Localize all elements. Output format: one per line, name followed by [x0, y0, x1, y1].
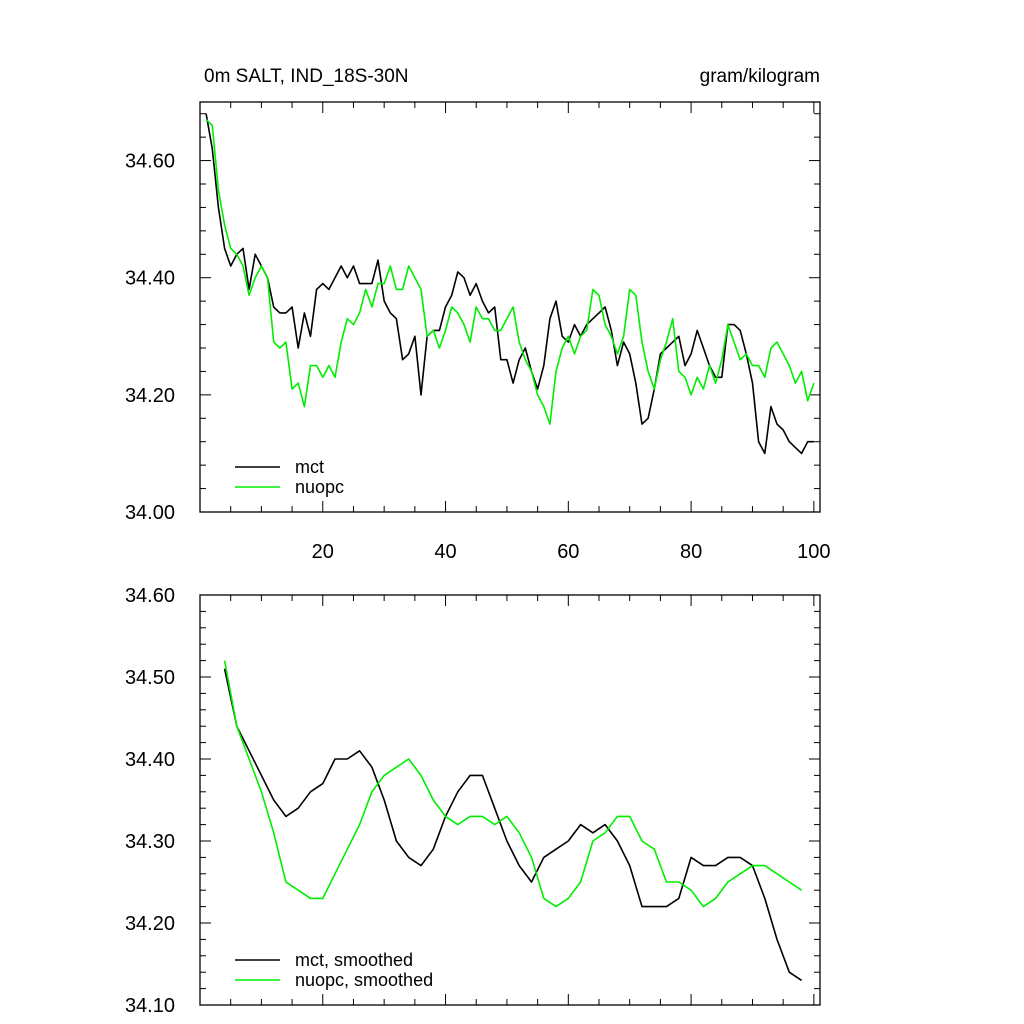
- y-tick-label: 34.30: [125, 831, 175, 853]
- legend-label: nuopc: [295, 477, 344, 497]
- legend-label: mct: [295, 457, 324, 477]
- x-tick-label: 100: [797, 541, 830, 563]
- top-series-lines: [205, 113, 815, 455]
- y-tick-label: 34.50: [125, 667, 175, 689]
- x-tick-label: 60: [557, 541, 579, 563]
- bottom-y-tick-labels: 34.10 34.20 34.30 34.40 34.50 34.60: [125, 585, 175, 1017]
- y-tick-label: 34.60: [125, 151, 175, 173]
- series-line-mct-smoothed: [223, 668, 803, 982]
- x-tick-label: 20: [312, 541, 334, 563]
- series-line-mct: [205, 113, 814, 455]
- x-tick-label: 80: [680, 541, 702, 563]
- y-tick-label: 34.40: [125, 749, 175, 771]
- bottom-plot-frame: [199, 594, 821, 1006]
- legend-label: nuopc, smoothed: [295, 970, 433, 990]
- y-tick-label: 34.20: [125, 385, 175, 407]
- series-line-nuopc-smoothed: [223, 660, 803, 908]
- y-tick-label: 34.10: [125, 995, 175, 1017]
- x-tick-label: 40: [434, 541, 456, 563]
- top-axis-ticks: [199, 102, 820, 513]
- legend-label: mct, smoothed: [295, 950, 413, 970]
- y-tick-label: 34.40: [125, 268, 175, 290]
- bottom-axis-ticks: [199, 594, 820, 1006]
- bottom-series-lines: [223, 660, 803, 982]
- bottom-chart-panel: 34.10 34.20 34.30 34.40 34.50 34.60 mct, smoo…: [125, 585, 821, 1017]
- units-label: gram/kilogram: [700, 66, 820, 87]
- top-x-tick-labels: 20 40 60 80 100: [312, 541, 831, 563]
- top-plot-frame: [199, 101, 821, 513]
- y-tick-label: 34.20: [125, 913, 175, 935]
- top-chart-panel: 0m SALT, IND_18S-30N gram/kilogram 34.00…: [125, 66, 831, 563]
- chart-title: 0m SALT, IND_18S-30N: [204, 66, 409, 87]
- y-tick-label: 34.60: [125, 585, 175, 607]
- top-y-tick-labels: 34.00 34.20 34.40 34.60: [125, 151, 175, 524]
- series-line-nuopc: [205, 119, 815, 425]
- y-tick-label: 34.00: [125, 502, 175, 524]
